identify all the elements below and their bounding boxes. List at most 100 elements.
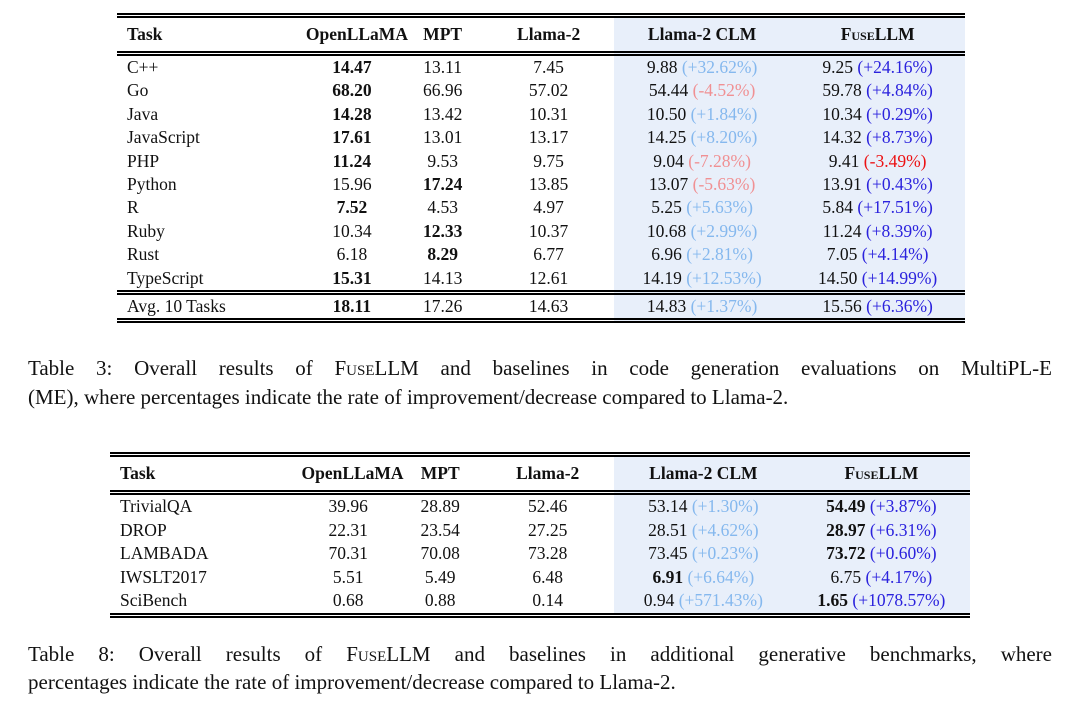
metric-value: 4.53: [427, 197, 458, 218]
cell-mpt: 70.08: [399, 542, 482, 565]
cell-task: C++: [127, 57, 159, 77]
cell-clm: 0.94 (+571.43%): [613, 589, 793, 615]
pct-change: (-7.28%): [683, 150, 751, 171]
col-header-openllama: OpenLLaMA: [301, 15, 408, 56]
metric-value: 10.34: [822, 103, 862, 124]
brand-fusellm: FuseLLM: [346, 641, 431, 666]
cell-llama2: 9.75: [483, 150, 614, 173]
cell-openllama: 70.31: [297, 542, 398, 565]
metric-value: 7.05: [826, 244, 858, 265]
cell-mpt: 13.42: [402, 103, 483, 126]
table3-code-generation-results: Task OpenLLaMA MPT Llama-2 Llama-2 CLM F…: [117, 13, 965, 324]
pct-change: (+1.37%): [686, 296, 758, 317]
metric-value: 6.48: [532, 566, 564, 587]
metric-value: 10.34: [332, 220, 372, 241]
pct-change: (+17.51%): [853, 197, 933, 218]
metric-value: 66.96: [422, 80, 463, 101]
cell-fuse: 54.49 (+3.87%): [792, 492, 970, 519]
metric-value: 6.18: [336, 244, 368, 265]
cell-clm: 13.07 (-5.63%): [613, 173, 791, 197]
cell-fuse: 1.65 (+1078.57%): [792, 589, 970, 615]
table-row: Rust 6.18 8.29 6.77 6.96 (+2.81%) 7.05 (+4.14…: [117, 243, 965, 267]
table-row: Python 15.96 17.24 13.85 13.07 (-5.63%) 13.91…: [117, 173, 965, 197]
metric-value: 15.31: [332, 267, 372, 288]
col-header-task: Task: [110, 454, 298, 496]
metric-value: 54.49: [826, 496, 866, 517]
col-header-llama2-clm: Llama-2 CLM: [613, 454, 793, 496]
pct-change: (+14.99%): [857, 267, 938, 288]
cell-fuse: 11.24 (+8.39%): [790, 219, 965, 244]
col-header-llama2-clm: Llama-2 CLM: [613, 15, 791, 56]
metric-value: 10.68: [646, 220, 687, 241]
metric-value: 13.01: [422, 127, 463, 148]
brand-fusellm: FuseLLM: [334, 356, 419, 381]
pct-change: (-3.49%): [859, 150, 927, 171]
cell-llama2: 6.77: [483, 243, 614, 266]
metric-value: 13.91: [822, 174, 862, 195]
table-row: Ruby 10.34 12.33 10.37 10.68 (+2.99%) 11.24 (…: [117, 219, 965, 244]
cell-task: Rust: [127, 244, 160, 265]
cell-clm: 9.88 (+32.62%): [613, 53, 791, 80]
metric-value: 15.96: [332, 174, 372, 195]
col-header-llama2: Llama-2: [481, 454, 614, 496]
cell-mpt: 9.53: [402, 150, 483, 173]
metric-value: 17.26: [422, 296, 463, 317]
metric-value: 9.04: [653, 150, 684, 171]
metric-value: 54.44: [648, 80, 689, 101]
cell-mpt: 4.53: [402, 196, 483, 219]
cell-clm: 6.96 (+2.81%): [613, 243, 791, 267]
metric-value: 6.75: [830, 566, 862, 587]
metric-value: 14.47: [332, 57, 372, 77]
cell-fuse: 5.84 (+17.51%): [790, 196, 965, 220]
cell-mpt: 66.96: [402, 79, 483, 102]
cell-task: Go: [127, 80, 149, 101]
cell-openllama: 15.31: [302, 267, 402, 293]
pct-change: (+2.81%): [681, 244, 753, 265]
metric-value: 73.72: [826, 543, 866, 564]
metric-value: 13.85: [528, 174, 569, 195]
cell-task: JavaScript: [127, 127, 200, 148]
table-row: TypeScript 15.31 14.13 12.61 14.19 (+12.53%)…: [117, 266, 965, 293]
pct-change: (+24.16%): [853, 57, 933, 77]
metric-value: 73.28: [528, 543, 568, 564]
metric-value: 10.31: [528, 103, 569, 124]
caption-line: percentages indicate the rate of improve…: [28, 670, 676, 694]
metric-value: 10.50: [646, 103, 687, 124]
cell-openllama: 68.20: [302, 79, 402, 102]
pct-change: (+0.29%): [861, 103, 933, 124]
cell-mpt: 17.26: [401, 290, 484, 321]
metric-value: 0.14: [532, 590, 564, 611]
caption-text: and baselines in additional generative b…: [430, 641, 1052, 666]
metric-value: 10.37: [528, 220, 569, 241]
pct-change: (+4.62%): [687, 519, 759, 540]
metric-value: 68.20: [332, 80, 372, 101]
metric-value: 6.96: [651, 244, 682, 265]
metric-value: 9.88: [646, 57, 678, 77]
cell-openllama: 14.47: [302, 54, 402, 80]
metric-value: 52.46: [528, 496, 568, 517]
pct-change: (+6.36%): [861, 296, 933, 317]
cell-mpt: 17.24: [402, 173, 483, 196]
cell-fuse: 28.97 (+6.31%): [792, 518, 970, 543]
pct-change: (+6.64%): [683, 566, 755, 587]
cell-llama2: 10.31: [483, 103, 614, 126]
pct-change: (+4.84%): [861, 80, 933, 101]
cell-clm: 73.45 (+0.23%): [613, 542, 793, 566]
metric-value: 14.13: [422, 267, 463, 288]
metric-value: 15.56: [822, 296, 862, 317]
cell-llama2: 52.46: [481, 493, 613, 519]
metric-value: 0.94: [643, 590, 675, 611]
cell-task: PHP: [127, 150, 160, 171]
cell-fuse: 59.78 (+4.84%): [790, 79, 965, 103]
cell-openllama: 10.34: [302, 220, 402, 243]
col-header-llama2: Llama-2: [483, 15, 614, 56]
cell-clm: 53.14 (+1.30%): [613, 492, 793, 519]
metric-value: 70.08: [420, 543, 460, 564]
cell-mpt: 28.89: [399, 493, 482, 519]
caption-line: Table 8: Overall results of FuseLLM and …: [28, 640, 1052, 669]
metric-value: 7.45: [533, 57, 564, 77]
cell-mpt: 12.33: [402, 220, 483, 243]
cell-openllama: 5.51: [297, 566, 398, 589]
cell-llama2: 13.17: [483, 126, 614, 149]
